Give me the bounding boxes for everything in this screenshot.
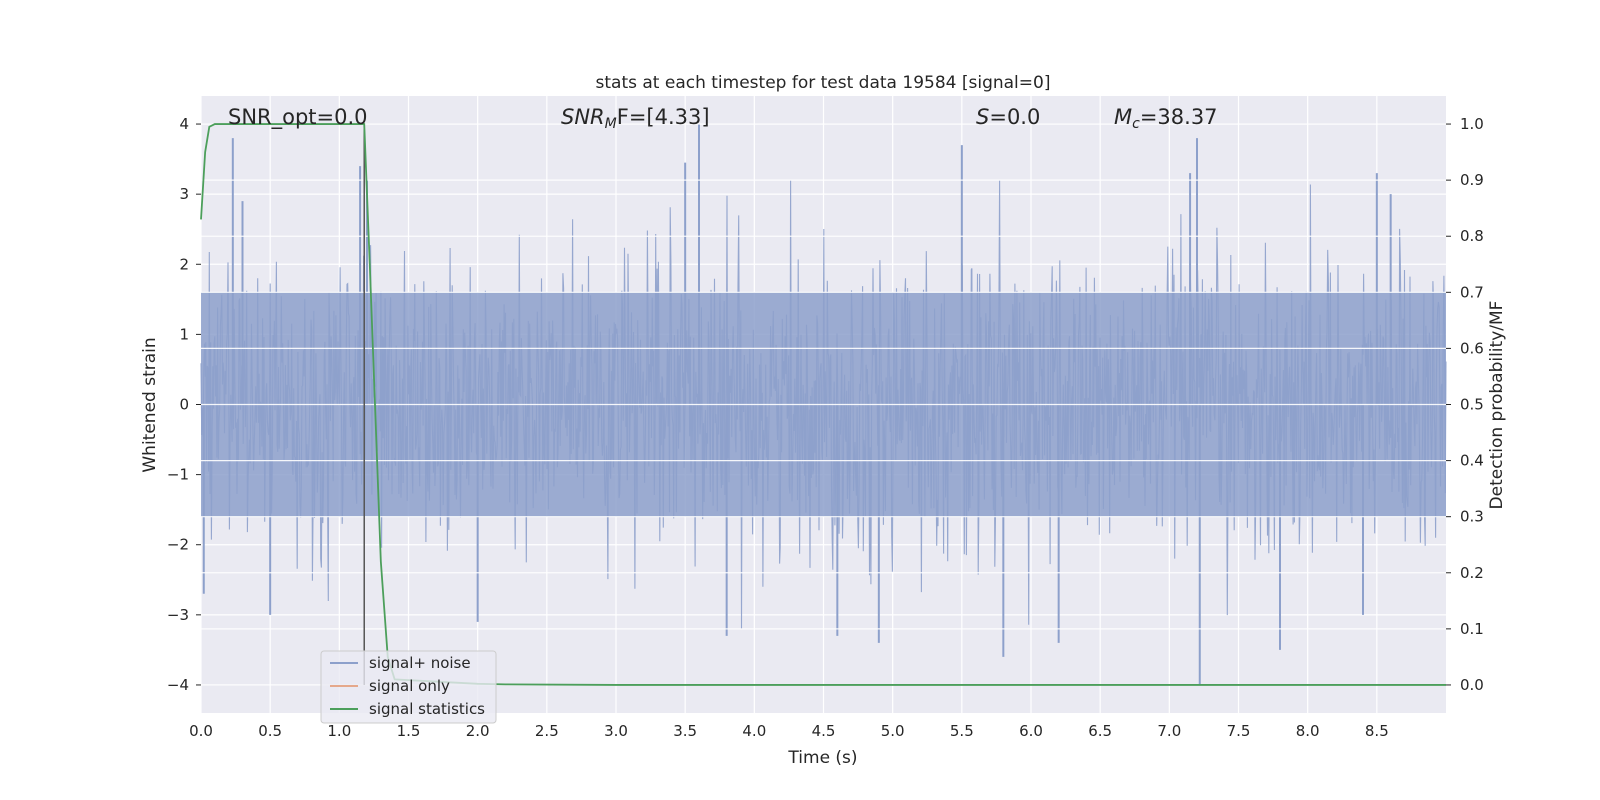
y-left-tick-labels: 4 3 2 1 0 −1 −2 −3 −4 (167, 115, 201, 694)
series-lines (200, 123, 1446, 686)
x-tick-label: 8.5 (1365, 722, 1389, 740)
legend-label-signal-statistics: signal statistics (369, 700, 485, 718)
x-tick-label: 2.0 (466, 722, 490, 740)
y-right-tick-label: 0.3 (1460, 508, 1484, 526)
y-left-axis-label: Whitened strain (140, 337, 160, 472)
signal-statistics-line (200, 123, 1446, 686)
x-tick-label: 6.0 (1019, 722, 1043, 740)
legend-label-signal-only: signal only (369, 677, 450, 695)
annotation-mc-sub: c (1132, 116, 1140, 132)
y-right-tick-label: 0.7 (1460, 283, 1484, 301)
y-right-tick-label: 0.6 (1460, 339, 1484, 357)
x-tick-label: 4.5 (812, 722, 836, 740)
x-tick-label: 4.0 (742, 722, 766, 740)
x-tick-label: 0.0 (189, 722, 213, 740)
y-left-tick-label: 2 (179, 255, 189, 273)
annotation-s: S=0.0 (976, 105, 1040, 129)
annotation-mc-main: M (1114, 105, 1132, 129)
annotation-s-main: S (976, 105, 989, 129)
y-left-tick-label: −1 (167, 466, 189, 484)
x-tick-label: 5.0 (881, 722, 905, 740)
y-right-tick-label: 0.0 (1460, 676, 1484, 694)
y-right-tick-label: 0.9 (1460, 171, 1484, 189)
x-tick-label: 3.5 (673, 722, 697, 740)
y-right-tick-label: 0.4 (1460, 452, 1484, 470)
x-axis-label: Time (s) (787, 748, 857, 768)
legend: signal+ noise signal only signal statist… (320, 650, 497, 724)
x-tick-label: 7.5 (1227, 722, 1251, 740)
y-right-tick-label: 0.1 (1460, 620, 1484, 638)
y-right-tick-label: 1.0 (1460, 115, 1484, 133)
series-signal-plus-noise (200, 123, 1447, 686)
x-tick-label: 5.5 (950, 722, 974, 740)
y-left-tick-label: 0 (179, 396, 189, 414)
y-left-tick-label: −3 (167, 606, 189, 624)
x-tick-label: 3.0 (604, 722, 628, 740)
y-right-tick-label: 0.5 (1460, 396, 1484, 414)
y-right-tick-label: 0.2 (1460, 564, 1484, 582)
annotation-snr-mf-sub: M (605, 116, 617, 132)
annotation-mc-rest: =38.37 (1140, 105, 1218, 129)
y-left-tick-label: −2 (167, 536, 189, 554)
y-right-tick-labels: 1.0 0.9 0.8 0.7 0.6 0.5 0.4 0.3 0.2 0.1 0.0 (1446, 115, 1484, 694)
x-tick-label: 1.0 (327, 722, 351, 740)
annotation-mc: Mc=38.37 (1114, 105, 1218, 132)
x-tick-labels: 0.0 0.5 1.0 1.5 2.0 2.5 3.0 3.5 4.0 4.5 5.0 5.5 6.0 6… (189, 722, 1389, 740)
x-tick-label: 7.0 (1157, 722, 1181, 740)
x-tick-label: 6.5 (1088, 722, 1112, 740)
annotation-snr-mf-rest: F=[4.33] (617, 105, 710, 129)
annotation-snr-mf-main: SNR (561, 105, 605, 129)
y-left-tick-label: 1 (179, 325, 189, 343)
y-left-tick-label: −4 (167, 676, 189, 694)
x-tick-label: 1.5 (397, 722, 421, 740)
y-right-tick-label: 0.8 (1460, 227, 1484, 245)
y-left-tick-label: 4 (179, 115, 189, 133)
legend-label-signal-plus-noise: signal+ noise (369, 654, 471, 672)
x-tick-label: 0.5 (258, 722, 282, 740)
legend-box (320, 650, 497, 724)
annotation-s-rest: =0.0 (989, 105, 1040, 129)
annotation-snr-opt: SNR_opt=0.0 (228, 105, 368, 130)
chart-title: stats at each timestep for test data 195… (596, 73, 1051, 93)
y-right-axis-label: Detection probability/MF (1487, 301, 1507, 510)
x-tick-label: 2.5 (535, 722, 559, 740)
annotation-snr-mf: SNRMF=[4.33] (561, 105, 710, 132)
y-left-tick-label: 3 (179, 185, 189, 203)
x-tick-label: 8.0 (1296, 722, 1320, 740)
